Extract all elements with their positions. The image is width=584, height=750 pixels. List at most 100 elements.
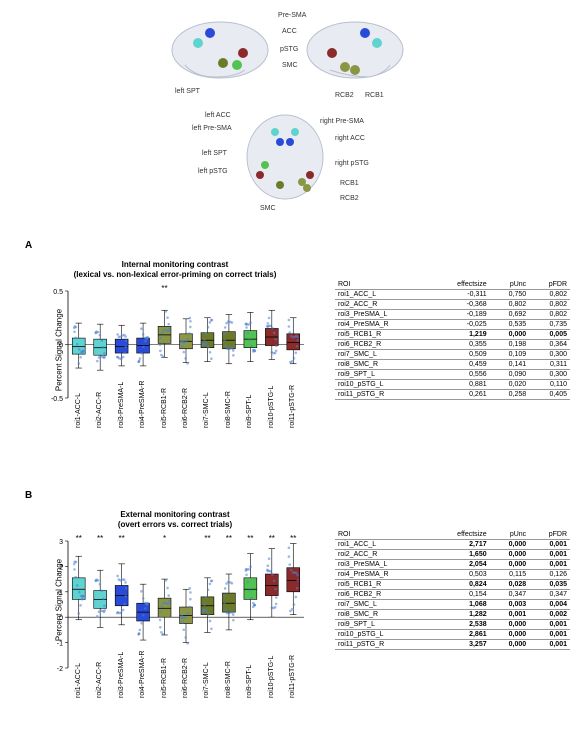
table-cell: roi9_SPT_L — [335, 620, 430, 630]
sig-marker: ** — [223, 534, 235, 543]
col-header: pUnc — [490, 530, 530, 540]
xlabel: roi10-pSTG-L — [268, 656, 275, 698]
table-cell: 0,154 — [430, 590, 490, 600]
table-cell: -0,311 — [430, 290, 490, 300]
panel-a-title2: (lexical vs. non-lexical error-priming o… — [74, 270, 277, 279]
sig-marker: ** — [287, 534, 299, 543]
table-cell: 0,258 — [490, 390, 530, 400]
xlabel: roi9-SPT-L — [246, 665, 253, 698]
table-cell: 0,000 — [490, 640, 530, 650]
table-cell: roi7_SMC_L — [335, 600, 430, 610]
table-cell: 0,355 — [430, 340, 490, 350]
panel-b: B External monitoring contrast (overt er… — [0, 490, 584, 730]
table-cell: 0,110 — [529, 380, 570, 390]
sig-marker: * — [159, 534, 171, 543]
table-row: roi9_SPT_L2,5380,0000,001 — [335, 620, 570, 630]
table-row: roi8_SMC_R0,4590,1410,311 — [335, 360, 570, 370]
table-row: roi5_RCB1_R0,8240,0280,035 — [335, 580, 570, 590]
svg-text:-0.5: -0.5 — [51, 396, 63, 403]
sig-marker: ** — [201, 534, 213, 543]
table-cell: 0,141 — [490, 360, 530, 370]
xlabel: roi8-SMC-R — [225, 661, 232, 698]
table-cell: 0,881 — [430, 380, 490, 390]
table-cell: 0,000 — [490, 560, 530, 570]
table-cell: 0,035 — [529, 580, 570, 590]
table-cell: 0,802 — [529, 300, 570, 310]
label-acc: ACC — [282, 28, 297, 35]
table-cell: roi6_RCB2_R — [335, 590, 430, 600]
panel-b-tag: B — [25, 490, 32, 501]
label-spt: left SPT — [175, 88, 200, 95]
table-cell: 0,001 — [529, 540, 570, 550]
table-row: roi7_SMC_L1,0680,0030,004 — [335, 600, 570, 610]
label-rightpresma: right Pre-SMA — [320, 118, 364, 125]
xlabel: roi4-PreSMA-R — [139, 651, 146, 698]
table-cell: roi4_PreSMA_R — [335, 320, 430, 330]
table-cell: 0,109 — [490, 350, 530, 360]
label-leftacc: left ACC — [205, 112, 231, 119]
table-row: roi9_SPT_L0,5560,0900,300 — [335, 370, 570, 380]
col-header: ROI — [335, 530, 430, 540]
table-cell: 0,000 — [490, 330, 530, 340]
xlabel: roi2-ACC-R — [96, 662, 103, 698]
table-row: roi7_SMC_L0,5090,1090,300 — [335, 350, 570, 360]
table-cell: 0,802 — [490, 300, 530, 310]
label-presma: Pre-SMA — [278, 12, 306, 19]
table-cell: 0,364 — [529, 340, 570, 350]
table-cell: roi10_pSTG_L — [335, 630, 430, 640]
label-rcb2: RCB2 — [335, 92, 354, 99]
table-cell: 1,219 — [430, 330, 490, 340]
table-cell: roi9_SPT_L — [335, 370, 430, 380]
svg-text:-2: -2 — [57, 666, 63, 673]
table-cell: 0,300 — [529, 350, 570, 360]
col-header: pFDR — [529, 280, 570, 290]
table-row: roi6_RCB2_R0,3550,1980,364 — [335, 340, 570, 350]
label-smc: SMC — [282, 62, 298, 69]
table-row: roi10_pSTG_L0,8810,0200,110 — [335, 380, 570, 390]
table-cell: roi6_RCB2_R — [335, 340, 430, 350]
table-cell: 2,717 — [430, 540, 490, 550]
xlabel: roi4-PreSMA-R — [139, 381, 146, 428]
svg-text:-1: -1 — [57, 641, 63, 648]
table-row: roi11_pSTG_R3,2570,0000,001 — [335, 640, 570, 650]
panel-a-title1: Internal monitoring contrast — [122, 260, 229, 269]
label-smc2: SMC — [260, 205, 276, 212]
table-row: roi10_pSTG_L2,8610,0000,001 — [335, 630, 570, 640]
table-cell: roi3_PreSMA_L — [335, 560, 430, 570]
table-cell: 0,020 — [490, 380, 530, 390]
table-cell: 2,538 — [430, 620, 490, 630]
brain-diagrams: Pre-SMA ACC pSTG SMC left SPT RCB2 RCB1 … — [0, 10, 584, 220]
label-leftpresma: left Pre-SMA — [192, 125, 232, 132]
table-cell: 0,405 — [529, 390, 570, 400]
label-pstg: pSTG — [280, 46, 298, 53]
table-row: roi4_PreSMA_R0,5030,1150,126 — [335, 570, 570, 580]
xlabel: roi8-SMC-R — [225, 391, 232, 428]
sig-marker: ** — [73, 534, 85, 543]
label-rcb1: RCB1 — [365, 92, 384, 99]
panel-a-table: ROIeffectsizepUncpFDR roi1_ACC_L-0,311 0,7… — [335, 280, 570, 400]
panel-b-svg: -2-10123 — [40, 529, 310, 674]
col-header: effectsize — [430, 280, 490, 290]
col-header: effectsize — [430, 530, 490, 540]
table-cell: roi11_pSTG_R — [335, 390, 430, 400]
panel-a-ylabel: Percent Signal Change — [55, 309, 64, 391]
table-cell: roi11_pSTG_R — [335, 640, 430, 650]
label-rightpstg: right pSTG — [335, 160, 369, 167]
label-leftpstg: left pSTG — [198, 168, 228, 175]
panel-b-title1: External monitoring contrast — [120, 510, 229, 519]
table-cell: 0,001 — [529, 620, 570, 630]
table-row: roi6_RCB2_R0,1540,3470,347 — [335, 590, 570, 600]
table-cell: 0,311 — [529, 360, 570, 370]
col-header: ROI — [335, 280, 430, 290]
table-cell: 0,198 — [490, 340, 530, 350]
table-cell: roi8_SMC_R — [335, 360, 430, 370]
table-cell: 3,257 — [430, 640, 490, 650]
table-cell: 0,735 — [529, 320, 570, 330]
table-cell: roi1_ACC_L — [335, 290, 430, 300]
panel-a-chart: Internal monitoring contrast (lexical vs… — [40, 260, 310, 440]
table-cell: 0,001 — [529, 560, 570, 570]
table-cell: 0,692 — [490, 310, 530, 320]
sig-marker: ** — [94, 534, 106, 543]
table-cell: roi7_SMC_L — [335, 350, 430, 360]
col-header: pUnc — [490, 280, 530, 290]
